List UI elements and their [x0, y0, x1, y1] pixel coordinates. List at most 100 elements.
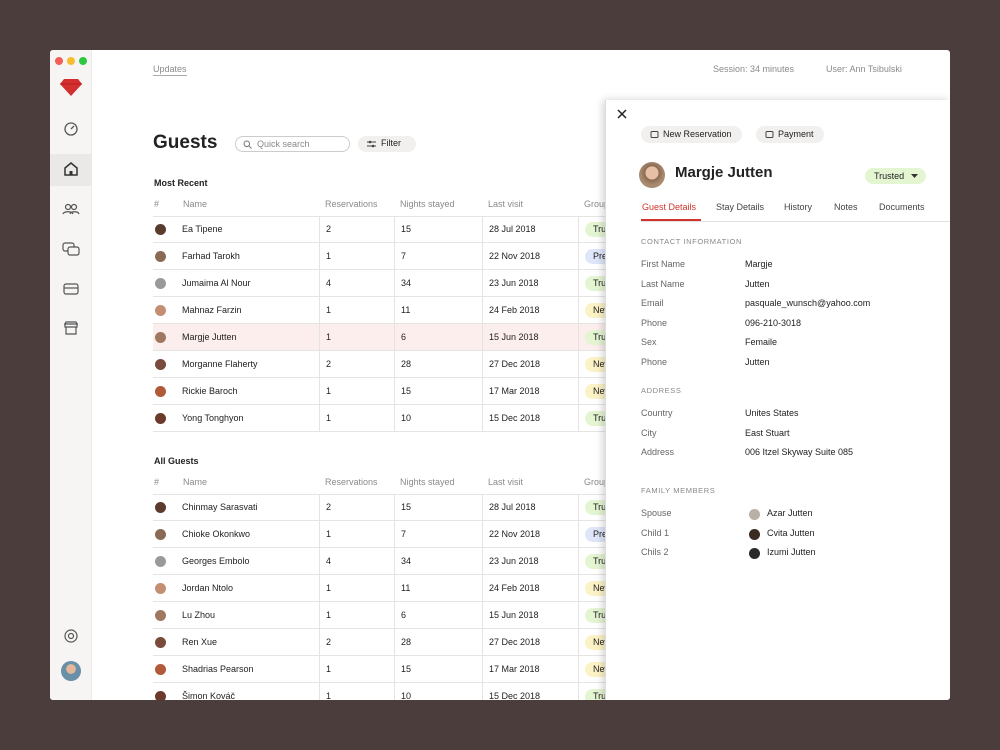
guest-name: Georges Embolo: [182, 556, 250, 566]
guest-name: Margje Jutten: [675, 164, 773, 181]
guest-name: Šimon Kováč: [182, 691, 236, 700]
logo[interactable]: [60, 78, 82, 96]
field-value: Margje: [745, 259, 773, 269]
cell: 11: [394, 575, 482, 602]
store-icon[interactable]: [62, 319, 80, 337]
field-value: Unites States: [745, 408, 799, 418]
cell: 22 Nov 2018: [482, 243, 578, 270]
tab[interactable]: Documents: [879, 202, 925, 212]
tab[interactable]: Stay Details: [716, 202, 765, 212]
active-nav: [50, 154, 92, 186]
app-window: Updates Session: 34 minutes User: Ann Tsib…: [50, 50, 950, 700]
status-badge[interactable]: Trusted: [865, 168, 927, 184]
user-avatar[interactable]: [61, 661, 81, 681]
column-header: Name: [183, 199, 208, 209]
cell: 34: [394, 548, 482, 575]
cell: 15 Jun 2018: [482, 602, 578, 629]
guest-avatar: [155, 583, 166, 594]
guest-avatar: [155, 386, 166, 397]
action-label: New Reservation: [663, 129, 732, 139]
column-header: Group: [584, 199, 610, 209]
guest-name: Farhad Tarokh: [182, 251, 240, 261]
field-label: Spouse: [641, 508, 672, 518]
tab[interactable]: Guest Details: [642, 202, 697, 212]
guest-name: Rickie Baroch: [182, 386, 238, 396]
payments-icon[interactable]: [62, 280, 80, 298]
guest-name: Ea Tipene: [182, 224, 223, 234]
field-value: 006 Itzel Skyway Suite 085: [745, 447, 854, 457]
action-button[interactable]: Payment: [756, 126, 824, 143]
top-link[interactable]: Updates: [153, 64, 187, 76]
field-label: Address: [641, 447, 675, 457]
guest-avatar: [155, 610, 166, 621]
minimize-dot[interactable]: [67, 57, 75, 65]
column-header: Group: [584, 477, 610, 487]
search-placeholder: Quick search: [257, 139, 310, 149]
cell: 15: [394, 656, 482, 683]
cell: 1: [319, 575, 394, 602]
cell: 4: [319, 270, 394, 297]
guest-avatar: [155, 556, 166, 567]
cell: 6: [394, 602, 482, 629]
cell: 1: [319, 521, 394, 548]
column-header: Reservations: [325, 477, 378, 487]
cell: 1: [319, 405, 394, 432]
cell: 17 Mar 2018: [482, 656, 578, 683]
filter-button[interactable]: Filter: [358, 136, 416, 152]
action-button[interactable]: New Reservation: [641, 126, 742, 143]
cell: 6: [394, 324, 482, 351]
cell: 15 Jun 2018: [482, 324, 578, 351]
guest-avatar: [155, 664, 166, 675]
filter-label: Filter: [381, 138, 401, 148]
cell: 15 Dec 2018: [482, 405, 578, 432]
dashboard-icon[interactable]: [62, 120, 80, 138]
cell: 11: [394, 297, 482, 324]
tab-underline: [641, 219, 701, 221]
guest-name: Margje Jutten: [182, 332, 237, 342]
cell: 1: [319, 378, 394, 405]
cell: 1: [319, 243, 394, 270]
messages-icon[interactable]: [62, 240, 80, 258]
cell: 22 Nov 2018: [482, 521, 578, 548]
guest-avatar: [155, 529, 166, 540]
field-value[interactable]: Izumi Jutten: [767, 547, 816, 557]
guest-name: Ren Xue: [182, 637, 218, 647]
cell: 15: [394, 494, 482, 521]
field-value: pasquale_wunsch@yahoo.com: [745, 298, 871, 308]
field-label: Last Name: [641, 278, 685, 289]
tab[interactable]: Notes: [834, 202, 858, 212]
guest-avatar: [155, 502, 166, 513]
close-button[interactable]: [616, 108, 628, 120]
guest-panel: New Reservation Payment Margje Jutten Trust…: [605, 100, 950, 700]
search-box[interactable]: Quick search: [235, 136, 350, 152]
table-row[interactable]: Ren Xue 2 28 27 Dec 2018 New: [153, 629, 950, 656]
cell: 24 Feb 2018: [482, 575, 578, 602]
close-dot[interactable]: [55, 57, 63, 65]
home-icon[interactable]: [62, 160, 80, 178]
field-value[interactable]: Azar Jutten: [767, 508, 813, 518]
guest-avatar: [155, 278, 166, 289]
field-label: Phone: [641, 356, 668, 367]
cell: 28: [394, 351, 482, 378]
status-label: Trusted: [874, 171, 905, 181]
column-header: #: [154, 477, 160, 487]
guest-avatar: [155, 359, 166, 370]
cell: 4: [319, 548, 394, 575]
field-value: Jutten: [745, 356, 770, 367]
sidebar: [50, 50, 92, 700]
action-label: Payment: [778, 129, 814, 139]
section-title: ADDRESS: [641, 386, 682, 395]
column-header: Nights stayed: [400, 199, 455, 209]
guests-icon[interactable]: [62, 200, 80, 218]
cell: 7: [394, 521, 482, 548]
field-label: First Name: [641, 259, 686, 269]
zoom-dot[interactable]: [79, 57, 87, 65]
column-header: Name: [183, 477, 208, 487]
column-header: Nights stayed: [400, 477, 455, 487]
column-header: #: [154, 199, 160, 209]
tab[interactable]: History: [784, 202, 813, 212]
field-value[interactable]: Cvita Jutten: [767, 527, 815, 538]
field-label: City: [641, 427, 657, 438]
support-icon[interactable]: [62, 627, 80, 645]
